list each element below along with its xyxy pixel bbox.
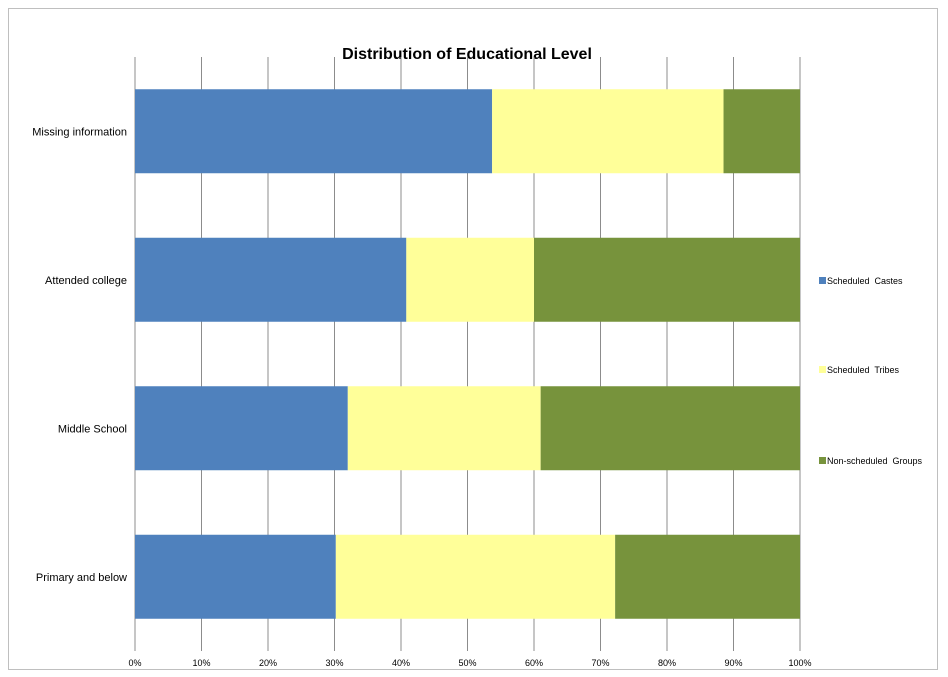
legend-label: Scheduled Castes xyxy=(827,276,903,286)
legend-label: Non-scheduled Groups xyxy=(827,456,923,466)
chart-frame: Distribution of Educational Level Missin… xyxy=(8,8,938,670)
x-tick-label: 80% xyxy=(658,658,676,668)
x-tick-label: 50% xyxy=(458,658,476,668)
bar-segment xyxy=(492,89,724,174)
x-tick-label: 20% xyxy=(259,658,277,668)
bar-segment xyxy=(135,534,336,619)
legend: Scheduled Castes Scheduled Tribes Non-sche… xyxy=(819,276,923,466)
x-tick-label: 60% xyxy=(525,658,543,668)
x-tick-label: 30% xyxy=(325,658,343,668)
x-tick-labels: 0% 10% 20% 30% 40% 50% 60% 70% 80% 90% 100% xyxy=(128,658,811,668)
x-tick-label: 100% xyxy=(788,658,811,668)
chart-title: Distribution of Educational Level xyxy=(342,46,592,63)
legend-swatch xyxy=(819,366,826,373)
category-labels: Missing information Attended college Middl… xyxy=(32,126,127,584)
legend-label: Scheduled Tribes xyxy=(827,365,900,375)
bar-segment xyxy=(540,386,800,471)
bar-segment xyxy=(534,237,800,322)
bar-segment xyxy=(135,237,407,322)
x-tick-label: 40% xyxy=(392,658,410,668)
bar-segment xyxy=(135,386,348,471)
bars xyxy=(135,89,800,619)
bar-segment xyxy=(406,237,534,322)
category-label: Missing information xyxy=(32,126,127,138)
stacked-bar-chart: Distribution of Educational Level Missin… xyxy=(32,46,923,668)
x-tick-label: 70% xyxy=(591,658,609,668)
bar-segment xyxy=(135,89,493,174)
category-label: Middle School xyxy=(58,423,127,435)
bar-segment xyxy=(723,89,800,174)
legend-swatch xyxy=(819,457,826,464)
bar-segment xyxy=(347,386,541,471)
x-tick-label: 10% xyxy=(192,658,210,668)
legend-swatch xyxy=(819,277,826,284)
category-label: Primary and below xyxy=(36,572,127,584)
bar-segment xyxy=(615,534,800,619)
x-tick-label: 90% xyxy=(724,658,742,668)
x-tick-label: 0% xyxy=(128,658,141,668)
category-label: Attended college xyxy=(45,275,127,287)
bar-segment xyxy=(335,534,616,619)
